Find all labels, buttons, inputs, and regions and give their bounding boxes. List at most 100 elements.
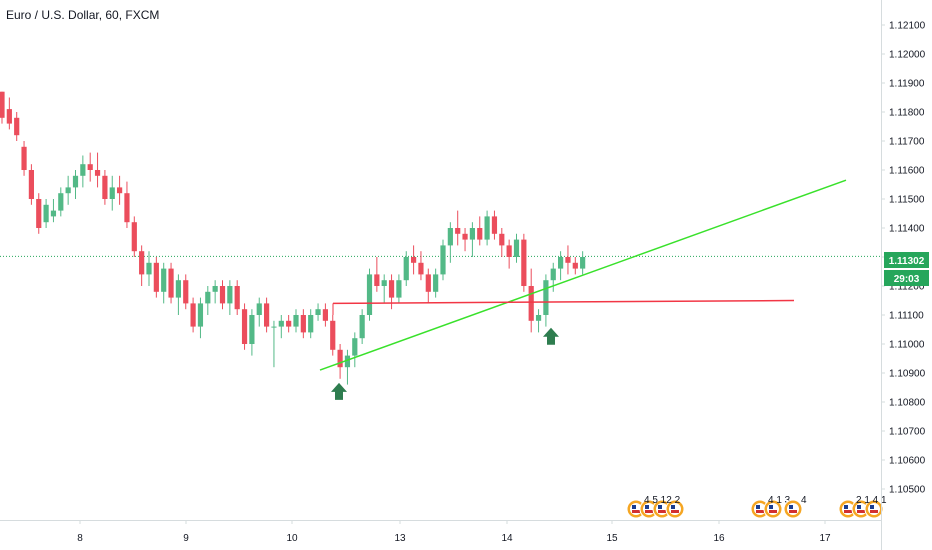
candle-body (28, 170, 34, 199)
candle-body (580, 257, 586, 269)
event-flag-canton (844, 505, 848, 509)
candle-body (374, 274, 380, 286)
candle-body (462, 233, 468, 240)
candle-body (491, 216, 498, 234)
candle-body (337, 349, 343, 368)
up-arrow-icon[interactable] (543, 327, 559, 345)
candle-body (396, 280, 402, 298)
event-flag-canton (769, 505, 773, 509)
candle-body (366, 274, 373, 315)
event-flag-stripes (756, 510, 764, 513)
candle-body (102, 175, 108, 199)
candle-body (308, 315, 314, 333)
candle-body (72, 175, 79, 188)
candle-body (131, 222, 137, 252)
candle-body (425, 274, 431, 292)
candle-body (264, 303, 270, 327)
x-tick-label: 8 (77, 533, 83, 544)
candle-body (6, 109, 12, 124)
y-tick-label: 1.12000 (889, 50, 926, 61)
candle-body (513, 239, 520, 257)
candle-body (183, 280, 189, 304)
candle-body (227, 286, 233, 304)
candles (0, 91, 586, 385)
candle-body (550, 268, 556, 281)
candle-body (352, 338, 358, 356)
event-count-label: 4 5 12 2 (644, 495, 681, 506)
event-flag-canton (789, 505, 793, 509)
candle-body (0, 91, 5, 118)
support-line[interactable] (332, 299, 795, 305)
candle-body (433, 274, 439, 292)
candle-body (300, 315, 306, 333)
candle-body (455, 228, 461, 234)
x-tick-label: 13 (394, 533, 406, 544)
event-flag-canton (658, 505, 662, 509)
candle-body (124, 193, 130, 223)
countdown-label: 29:03 (894, 274, 920, 285)
event-flag-stripes (671, 510, 679, 513)
candle-body (278, 320, 284, 327)
candle-body (241, 309, 248, 344)
candle-body (506, 245, 512, 257)
candle-body (36, 199, 42, 228)
countdown-tag (884, 270, 929, 286)
y-tick-label: 1.11000 (889, 340, 925, 351)
candle-body (256, 303, 262, 315)
x-tick-label: 14 (501, 533, 513, 544)
y-tick-label: 1.10600 (889, 456, 926, 467)
event-flag-canton (756, 505, 760, 509)
candle-body (65, 187, 71, 194)
candle-body (43, 204, 49, 223)
event-count-label: 4 1 3 (768, 495, 791, 506)
y-tick-label: 1.10800 (889, 398, 926, 409)
x-tick-label: 17 (819, 533, 831, 544)
candle-body (58, 193, 64, 211)
event-flag-stripes (844, 510, 852, 513)
y-tick-label: 1.11400 (889, 224, 925, 235)
candle-body (411, 257, 417, 263)
last-price-label: 1.11302 (889, 256, 925, 267)
candle-body (50, 210, 57, 217)
candle-body (14, 117, 20, 136)
candle-body (440, 245, 446, 275)
candle-body (484, 216, 490, 240)
candle-body (403, 257, 409, 281)
candle-body (161, 268, 167, 292)
candle-body (521, 239, 527, 286)
chart-title: Euro / U.S. Dollar, 60, FXCM (6, 8, 160, 22)
trendline[interactable] (319, 179, 847, 371)
candle-body (315, 309, 321, 315)
y-tick-label: 1.10500 (889, 485, 926, 496)
candle-body (388, 280, 395, 298)
y-tick-label: 1.11800 (889, 108, 925, 119)
candle-body (212, 286, 218, 292)
candle-body (249, 315, 255, 344)
candle-body (87, 164, 93, 170)
candle-body (21, 146, 27, 170)
events[interactable]: 4 5 12 2 4 1 3 4 2 1 4 1 (626, 495, 887, 519)
candle-body (330, 320, 336, 350)
y-tick-label: 1.10700 (889, 427, 926, 438)
candle-body (535, 315, 542, 321)
event-flag-stripes (632, 510, 640, 513)
candle-body (293, 315, 299, 327)
x-tick-label: 10 (286, 533, 298, 544)
candle-body (109, 187, 115, 199)
event-flag-stripes (789, 510, 797, 513)
candle-body (499, 233, 505, 246)
candle-body (153, 262, 159, 292)
candle-body (477, 228, 483, 240)
candle-body (543, 280, 549, 315)
candle-body (286, 320, 292, 327)
candle-body (528, 286, 534, 321)
y-tick-label: 1.11100 (889, 311, 924, 322)
candle-body (234, 286, 240, 310)
candle-body (418, 262, 424, 275)
x-tick-label: 16 (713, 533, 725, 544)
x-tick-label: 15 (606, 533, 618, 544)
up-arrow-icon[interactable] (331, 382, 347, 400)
drawings[interactable] (319, 179, 847, 400)
